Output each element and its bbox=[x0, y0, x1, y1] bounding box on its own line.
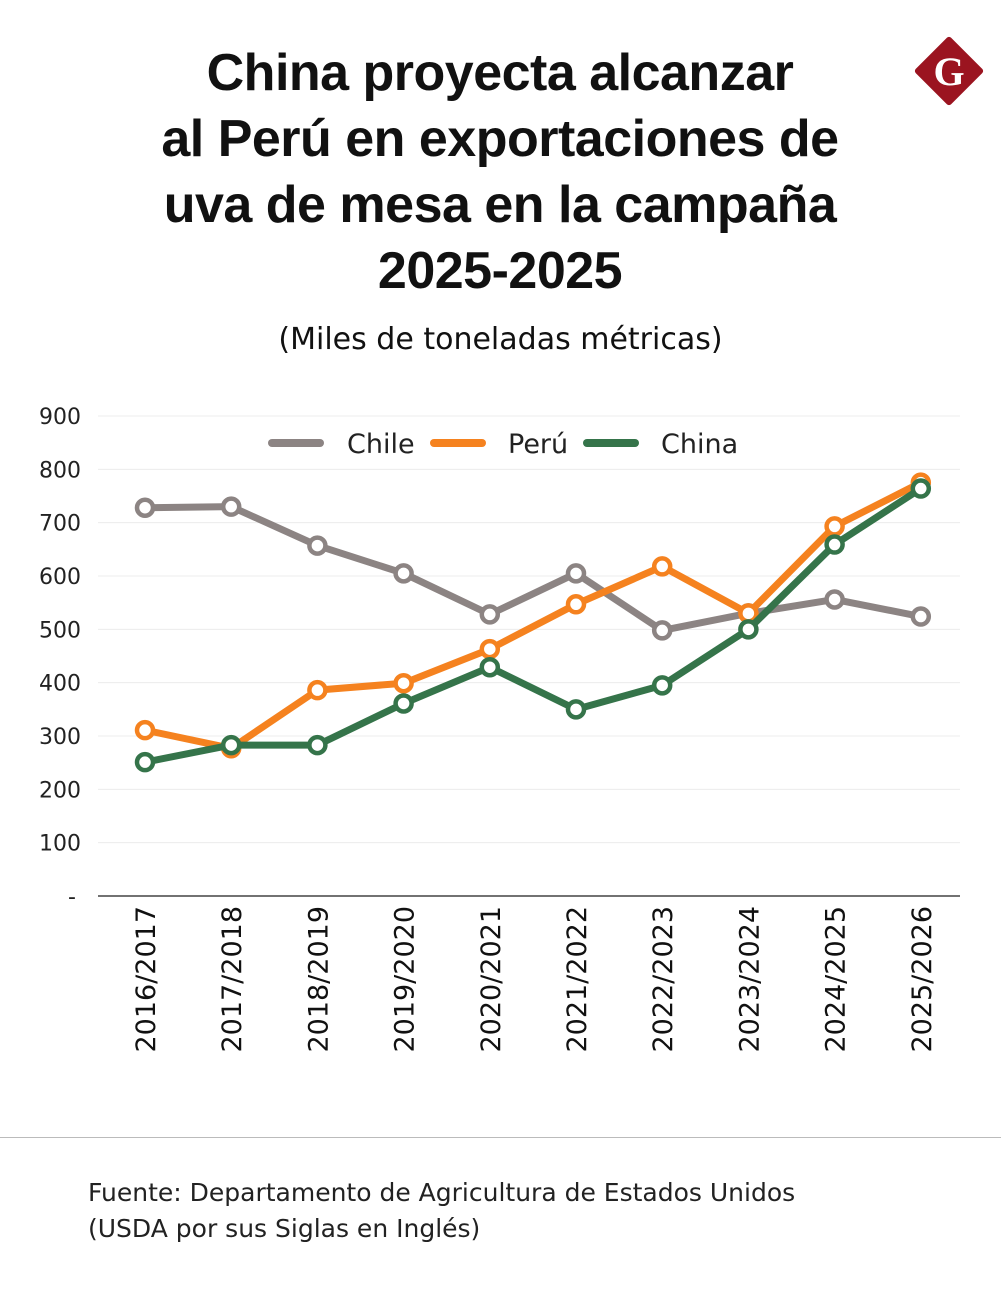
data-point bbox=[651, 556, 673, 577]
data-point bbox=[307, 535, 328, 556]
data-point bbox=[393, 693, 414, 714]
x-tick-label: 2022/2023 bbox=[648, 906, 679, 1053]
source-line-2: (USDA por sus Siglas en Inglés) bbox=[88, 1214, 481, 1243]
source-note: Fuente: Departamento de Agricultura de E… bbox=[88, 1175, 795, 1247]
x-tick-label: 2025/2026 bbox=[907, 906, 938, 1053]
divider bbox=[0, 1137, 1001, 1138]
data-point bbox=[824, 516, 845, 537]
y-tick-label: 400 bbox=[39, 672, 81, 697]
y-tick-label: 500 bbox=[39, 618, 81, 643]
y-tick-label: 900 bbox=[39, 405, 81, 430]
y-tick-label: 600 bbox=[39, 565, 81, 590]
x-tick-label: 2023/2024 bbox=[734, 906, 765, 1053]
legend-label: Perú bbox=[508, 429, 568, 460]
chart-subtitle: (Miles de toneladas métricas) bbox=[278, 322, 723, 357]
y-tick-label: 200 bbox=[39, 778, 81, 803]
data-point bbox=[134, 751, 156, 773]
y-tick-label: 700 bbox=[39, 512, 81, 537]
data-point bbox=[738, 619, 759, 640]
legend-label: China bbox=[661, 429, 738, 460]
data-point bbox=[479, 604, 501, 625]
data-point bbox=[565, 563, 587, 584]
chart-title: China proyecta alcanzar al Perú en export… bbox=[161, 44, 839, 300]
data-point bbox=[651, 620, 673, 641]
data-point bbox=[393, 563, 414, 584]
data-point bbox=[220, 734, 242, 756]
x-tick-label: 2017/2018 bbox=[217, 906, 248, 1053]
x-tick-label: 2019/2020 bbox=[390, 906, 421, 1053]
series-line-china bbox=[144, 485, 923, 766]
data-point bbox=[393, 672, 414, 694]
y-tick-label: - bbox=[68, 885, 76, 910]
line-chart: - 100 200 300 400 500 600 700 800 900 2016/2017 201… bbox=[39, 405, 960, 1053]
data-point bbox=[565, 594, 587, 615]
series-line-perú bbox=[144, 479, 923, 752]
data-point bbox=[134, 719, 156, 741]
x-tick-label: 2021/2022 bbox=[562, 906, 593, 1053]
data-point bbox=[651, 675, 673, 696]
data-point bbox=[479, 656, 501, 678]
data-point bbox=[824, 534, 845, 555]
data-point bbox=[565, 699, 587, 720]
data-point bbox=[910, 478, 932, 499]
data-point bbox=[824, 589, 845, 610]
data-point bbox=[134, 497, 156, 518]
data-point bbox=[307, 679, 328, 701]
data-point bbox=[220, 496, 242, 517]
legend-label: Chile bbox=[347, 429, 415, 460]
data-point bbox=[307, 734, 328, 756]
svg-text:G: G bbox=[933, 49, 964, 94]
y-tick-label: 800 bbox=[39, 458, 81, 483]
data-point bbox=[910, 606, 932, 627]
logo-icon: G bbox=[914, 36, 984, 106]
x-tick-label: 2024/2025 bbox=[821, 906, 852, 1053]
data-point bbox=[479, 638, 501, 660]
x-tick-label: 2020/2021 bbox=[476, 906, 507, 1053]
x-tick-label: 2018/2019 bbox=[303, 906, 334, 1053]
y-tick-label: 100 bbox=[39, 832, 81, 857]
x-tick-label: 2016/2017 bbox=[131, 906, 162, 1053]
series-line-chile bbox=[144, 503, 922, 634]
source-line-1: Fuente: Departamento de Agricultura de E… bbox=[88, 1178, 796, 1207]
y-tick-label: 300 bbox=[39, 725, 81, 750]
